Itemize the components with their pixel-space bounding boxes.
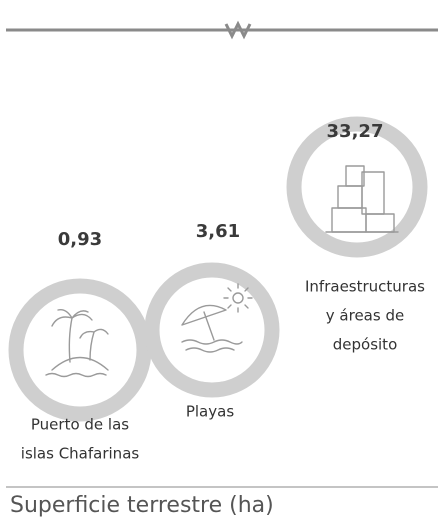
value-label: 0,93 [58, 229, 102, 250]
item-label: depósito [333, 336, 398, 354]
item-label: y áreas de [326, 307, 404, 325]
item-label: Puerto de las [31, 416, 129, 434]
warehouse-icon [325, 165, 399, 233]
item-label: Infraestructuras [305, 278, 425, 296]
value-label: 33,27 [327, 121, 384, 142]
island-icon [45, 308, 109, 378]
item-label: Playas [186, 403, 234, 421]
footer-title: Superficie terrestre (ha) [10, 493, 274, 518]
ring [286, 116, 428, 258]
divider-icon [224, 20, 252, 40]
value-label: 3,61 [196, 221, 240, 242]
ring [8, 278, 152, 422]
ring [144, 262, 280, 398]
item-label: islas Chafarinas [21, 445, 140, 463]
beach-icon [181, 283, 253, 353]
